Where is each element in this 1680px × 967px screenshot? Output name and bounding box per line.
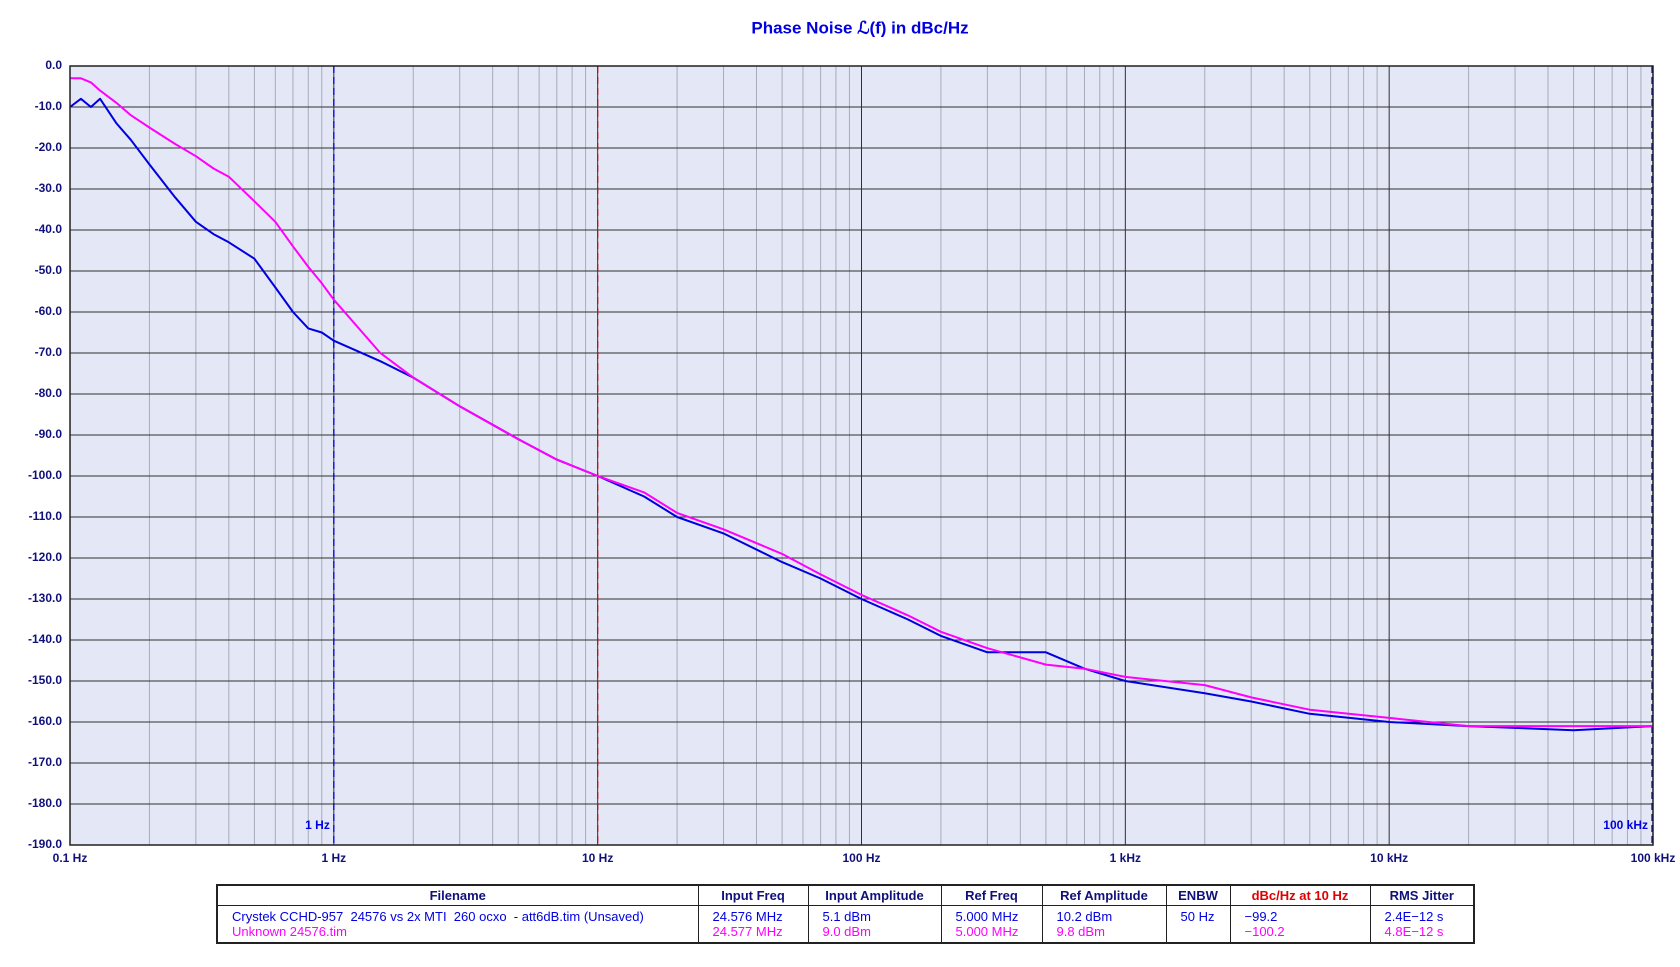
y-tick-label: -60.0	[35, 304, 63, 318]
cursor-label: 100 kHz	[1603, 818, 1648, 832]
plot-border	[69, 65, 1654, 846]
table-cell: 9.8 dBm	[1041, 924, 1167, 943]
table-cell	[1165, 924, 1231, 943]
y-tick-label: -30.0	[35, 181, 63, 195]
y-tick-label: -150.0	[28, 673, 62, 687]
y-tick-label: -120.0	[28, 550, 62, 564]
table-cell: 50 Hz	[1165, 905, 1231, 924]
y-tick-label: -160.0	[28, 714, 62, 728]
cursor-label: 1 Hz	[305, 818, 330, 832]
header-cell: Filename	[216, 884, 699, 906]
header-cell: Input Amplitude	[807, 884, 942, 906]
y-tick-label: -20.0	[35, 140, 63, 154]
table-cell: 9.0 dBm	[807, 924, 942, 943]
series-line	[70, 77, 1653, 728]
y-tick-label: -140.0	[28, 632, 62, 646]
y-tick-label: -110.0	[29, 509, 63, 523]
y-tick-label: -130.0	[28, 591, 62, 605]
y-tick-label: 0.0	[45, 58, 62, 72]
table-cell: 4.8E−12 s	[1369, 924, 1475, 943]
table-row: Crystek CCHD-957 24576 vs 2x MTI 260 ocx…	[216, 905, 1475, 924]
table-cell: −99.2	[1229, 905, 1371, 924]
x-tick-label: 100 Hz	[842, 851, 880, 865]
table-cell: 10.2 dBm	[1041, 905, 1167, 924]
header-cell: dBc/Hz at 10 Hz	[1229, 884, 1371, 906]
header-row: Filename Input Freq Input Amplitude Ref Fre…	[216, 884, 1475, 906]
x-tick-label: 10 kHz	[1370, 851, 1408, 865]
chart-title: Phase Noise ℒ(f) in dBc/Hz	[751, 18, 968, 37]
table-cell: 5.1 dBm	[807, 905, 942, 924]
y-tick-label: -70.0	[35, 345, 63, 359]
header-cell: RMS Jitter	[1369, 884, 1475, 906]
table-cell: Crystek CCHD-957 24576 vs 2x MTI 260 ocx…	[216, 905, 699, 924]
table-cell: Unknown 24576.tim	[216, 924, 699, 943]
x-tick-label: 1 Hz	[321, 851, 346, 865]
y-tick-label: -180.0	[28, 796, 62, 810]
y-tick-label: -50.0	[35, 263, 63, 277]
table-cell: 24.577 MHz	[697, 924, 809, 943]
y-tick-label: -100.0	[28, 468, 62, 482]
table-cell: −100.2	[1229, 924, 1371, 943]
x-tick-label: 100 kHz	[1631, 851, 1676, 865]
y-tick-label: -80.0	[35, 386, 63, 400]
y-tick-label: -10.0	[35, 99, 63, 113]
header-cell: Input Freq	[697, 884, 809, 906]
table-cell: 5.000 MHz	[940, 905, 1043, 924]
header-cell: Ref Amplitude	[1041, 884, 1167, 906]
table-cell: 2.4E−12 s	[1369, 905, 1475, 924]
x-tick-label: 10 Hz	[582, 851, 613, 865]
y-tick-label: -90.0	[35, 427, 63, 441]
info-table: Filename Input Freq Input Amplitude Ref Fre…	[216, 884, 1475, 944]
table-row: Unknown 24576.tim 24.577 MHz 9.0 dBm 5.000 …	[216, 924, 1475, 943]
table-cell: 24.576 MHz	[697, 905, 809, 924]
y-tick-label: -40.0	[35, 222, 63, 236]
header-cell: ENBW	[1165, 884, 1231, 906]
x-tick-label: 1 kHz	[1110, 851, 1141, 865]
y-tick-label: -170.0	[28, 755, 62, 769]
chart: Phase Noise ℒ(f) in dBc/Hz 0.0 -10.0 -20.0…	[28, 18, 1676, 865]
table-body: Crystek CCHD-957 24576 vs 2x MTI 260 ocx…	[216, 905, 1475, 943]
x-tick-label: 0.1 Hz	[53, 851, 88, 865]
y-tick-label: -190.0	[28, 837, 62, 851]
table-cell: 5.000 MHz	[940, 924, 1043, 943]
header-cell: Ref Freq	[940, 884, 1043, 906]
